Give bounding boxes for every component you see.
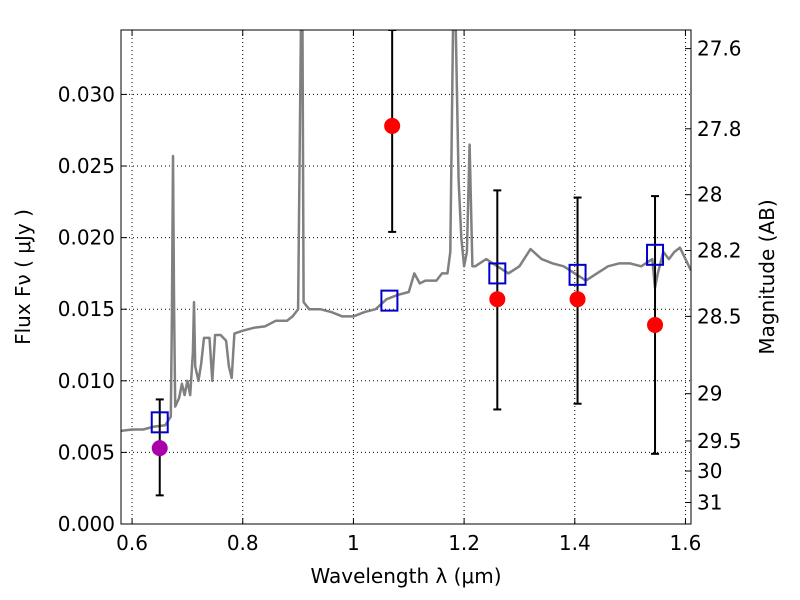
right-tick-label: 28 [697, 183, 722, 207]
y-tick-label: 0.015 [58, 297, 115, 321]
data-point [489, 291, 506, 308]
model-point [380, 289, 399, 312]
data-point [151, 440, 168, 457]
model-point [646, 243, 665, 266]
grid-lines [121, 30, 691, 524]
data-point [647, 316, 664, 333]
right-tick-label: 29 [697, 382, 722, 406]
y-tick-label: 0.020 [58, 226, 115, 250]
x-tick-label: 1 [347, 531, 360, 555]
y-tick-label: 0.025 [58, 154, 115, 178]
data-point [569, 291, 586, 308]
y-axis-right-label: Magnitude (AB) [755, 199, 779, 354]
model-point [568, 263, 587, 286]
right-tick-label: 27.8 [697, 117, 742, 141]
spectrum-line [121, 30, 691, 433]
axis-ticks: 0.6 0.8 1 1.2 1.4 1.6 0.000 0.005 0.010 0.015 0.02… [58, 30, 742, 555]
model-point [150, 411, 169, 434]
data-point [384, 117, 401, 134]
x-tick-label: 1.4 [559, 531, 591, 555]
model-point [488, 262, 507, 285]
y-tick-label: 0.030 [58, 82, 115, 106]
plot-area [121, 30, 691, 497]
y-tick-label: 0.000 [58, 512, 115, 536]
y-tick-label: 0.010 [58, 369, 115, 393]
right-tick-label: 31 [697, 491, 722, 515]
y-tick-label: 0.005 [58, 440, 115, 464]
x-tick-label: 1.6 [670, 531, 702, 555]
right-tick-label: 28.5 [697, 304, 742, 328]
x-tick-label: 0.8 [227, 531, 259, 555]
right-tick-label: 27.6 [697, 37, 742, 61]
right-tick-label: 28.2 [697, 239, 742, 263]
x-tick-label: 1.2 [448, 531, 480, 555]
right-tick-label: 29.5 [697, 429, 742, 453]
plot-frame [120, 29, 692, 525]
right-tick-label: 30 [697, 459, 722, 483]
y-axis-label: Flux Fν ( μJy ) [11, 209, 35, 345]
x-axis-label: Wavelength λ (μm) [310, 564, 501, 588]
x-tick-label: 0.6 [116, 531, 148, 555]
